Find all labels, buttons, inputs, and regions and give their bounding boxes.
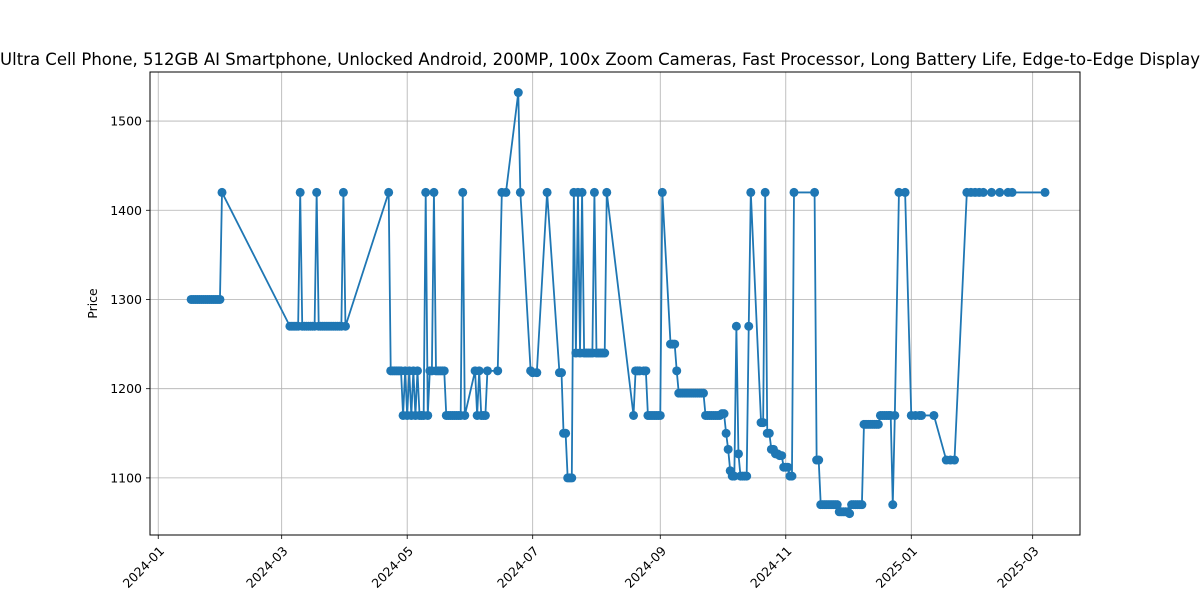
data-point [312,187,322,197]
data-point [600,348,610,358]
data-point [460,410,470,420]
data-point [629,410,639,420]
data-point [589,187,599,197]
x-tick-label: 2025-01 [873,543,921,591]
y-tick-label: 1300 [110,292,142,307]
x-axis: 2024-01 2024-03 2024-05 2024-07 2024-09 2024-… [120,535,1042,591]
y-tick-label: 1400 [110,203,142,218]
plot-frame [149,71,1081,536]
data-point [731,321,741,331]
data-point [949,455,959,465]
data-point [978,187,988,197]
data-point [873,419,883,429]
data-point [789,187,799,197]
x-tick-label: 2024-11 [747,543,795,591]
data-point [217,187,227,197]
data-point [777,451,787,461]
data-point [746,187,756,197]
data-point [602,187,612,197]
series-group [186,88,1050,519]
data-point [429,187,439,197]
grid-lines [150,72,1080,535]
y-axis: 1100 1200 1300 1400 1500 [110,114,150,485]
data-point [670,339,680,349]
data-point [890,410,900,420]
x-tick-label: 2024-09 [622,543,670,591]
data-point [832,500,842,510]
data-point [929,410,939,420]
data-point [295,187,305,197]
data-point [482,366,492,376]
data-point [657,187,667,197]
data-point [421,187,431,197]
data-point [787,471,797,481]
data-point [995,187,1005,197]
data-point [542,187,552,197]
data-point [783,462,793,472]
data-point [760,187,770,197]
data-point [340,321,350,331]
data-point [1007,187,1017,197]
data-point [412,366,422,376]
data-point [744,321,754,331]
data-point [729,471,739,481]
data-point [474,366,484,376]
data-point [458,187,468,197]
y-tick-label: 1100 [110,470,142,485]
data-point [719,409,729,419]
plot-area [150,72,1080,535]
data-point [672,366,682,376]
data-point [733,449,743,459]
data-point [532,368,542,378]
data-point [215,294,225,304]
data-point [845,509,855,519]
y-axis-label: Price [85,288,100,319]
data-point [493,366,503,376]
x-tick-label: 2024-03 [243,543,291,591]
x-tick-label: 2024-07 [494,543,542,591]
data-point [888,500,898,510]
data-point [900,187,910,197]
data-point [1040,187,1050,197]
x-tick-label: 2024-01 [120,543,168,591]
data-point [384,187,394,197]
data-point [439,366,449,376]
data-point [742,471,752,481]
data-point [814,455,824,465]
data-point [513,88,523,98]
data-point [698,388,708,398]
data-point [480,410,490,420]
data-point [917,410,927,420]
data-point [557,368,566,378]
data-point [423,410,433,420]
data-point [764,428,774,438]
data-point [721,428,731,438]
x-tick-label: 2025-03 [994,543,1042,591]
data-point [723,444,733,454]
data-point [577,187,587,197]
data-point [567,473,577,483]
data-point [857,500,867,510]
data-point [987,187,997,197]
data-point [758,418,768,428]
data-point [515,187,525,197]
data-point [501,187,511,197]
data-point [561,428,571,438]
data-point [338,187,348,197]
data-point [894,187,904,197]
data-point [655,410,665,420]
y-tick-label: 1500 [110,114,142,129]
x-tick-label: 2024-05 [369,543,417,591]
data-point [810,187,820,197]
data-point [641,366,651,376]
chart-title: Ultra Cell Phone, 512GB AI Smartphone, U… [0,50,1200,69]
y-tick-label: 1200 [110,381,142,396]
